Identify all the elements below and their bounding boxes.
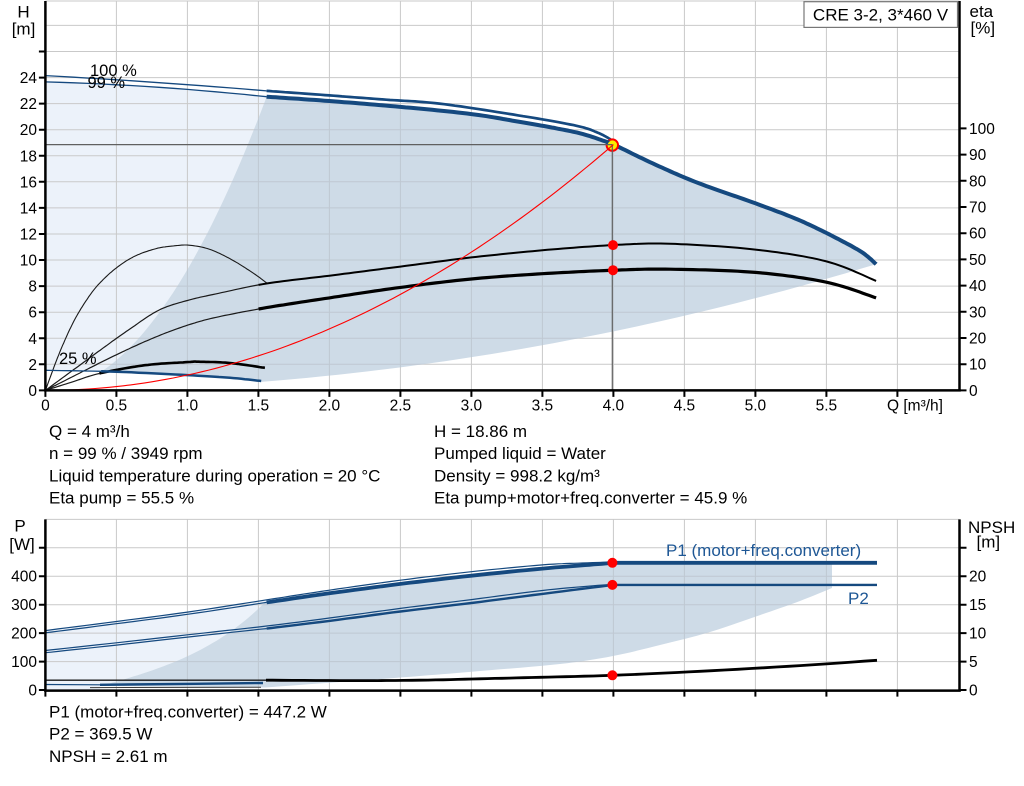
svg-text:[%]: [%] — [971, 19, 996, 38]
svg-text:Eta pump+motor+freq.converter: Eta pump+motor+freq.converter = 45.9 % — [434, 489, 747, 508]
svg-text:12: 12 — [20, 226, 37, 243]
svg-text:0: 0 — [969, 383, 978, 400]
svg-text:CRE 3-2, 3*460 V: CRE 3-2, 3*460 V — [813, 6, 949, 25]
svg-text:10: 10 — [20, 253, 38, 270]
svg-text:80: 80 — [969, 173, 987, 190]
svg-text:100 %: 100 % — [90, 62, 137, 80]
svg-text:3.5: 3.5 — [532, 398, 554, 415]
svg-text:0: 0 — [41, 398, 50, 415]
svg-text:Density = 998.2 kg/m³: Density = 998.2 kg/m³ — [434, 466, 600, 485]
svg-text:5.5: 5.5 — [816, 398, 838, 415]
svg-text:20: 20 — [969, 331, 987, 348]
svg-text:H: H — [17, 3, 29, 22]
svg-text:0.5: 0.5 — [106, 398, 128, 415]
svg-text:P2: P2 — [848, 589, 869, 608]
svg-text:10: 10 — [969, 357, 987, 374]
svg-text:5: 5 — [969, 654, 978, 671]
svg-text:90: 90 — [969, 147, 987, 164]
svg-text:P1 (motor+freq.converter) = 44: P1 (motor+freq.converter) = 447.2 W — [49, 703, 327, 722]
svg-text:200: 200 — [11, 626, 37, 643]
svg-text:NPSH: NPSH — [968, 518, 1015, 537]
svg-text:5.0: 5.0 — [745, 398, 767, 415]
svg-text:30: 30 — [969, 304, 987, 321]
svg-text:1.5: 1.5 — [248, 398, 270, 415]
svg-text:NPSH = 2.61 m: NPSH = 2.61 m — [49, 747, 168, 766]
svg-text:Pumped liquid = Water: Pumped liquid = Water — [434, 444, 606, 463]
svg-text:22: 22 — [20, 96, 37, 113]
svg-text:P1 (motor+freq.converter): P1 (motor+freq.converter) — [666, 541, 861, 560]
svg-text:H = 18.86 m: H = 18.86 m — [434, 422, 527, 441]
svg-text:70: 70 — [969, 200, 987, 217]
svg-text:0: 0 — [28, 383, 37, 400]
svg-text:P2 = 369.5 W: P2 = 369.5 W — [49, 725, 152, 744]
svg-text:18: 18 — [20, 148, 37, 165]
svg-text:25 %: 25 % — [59, 350, 97, 368]
svg-text:0: 0 — [969, 683, 978, 700]
svg-text:6: 6 — [28, 305, 37, 322]
svg-text:[m]: [m] — [977, 533, 1001, 552]
svg-text:15: 15 — [969, 597, 986, 614]
svg-text:4: 4 — [28, 331, 37, 348]
svg-text:P: P — [14, 517, 25, 536]
svg-text:2.0: 2.0 — [319, 398, 341, 415]
svg-text:60: 60 — [969, 226, 987, 243]
svg-text:300: 300 — [11, 597, 37, 614]
svg-text:99 %: 99 % — [88, 74, 126, 92]
svg-text:4.0: 4.0 — [603, 398, 625, 415]
svg-text:20: 20 — [969, 569, 987, 586]
svg-text:20: 20 — [20, 122, 38, 139]
svg-text:2.5: 2.5 — [390, 398, 412, 415]
svg-text:10: 10 — [969, 626, 987, 643]
svg-text:50: 50 — [969, 252, 987, 269]
svg-text:40: 40 — [969, 278, 987, 295]
svg-text:Q = 4 m³/h: Q = 4 m³/h — [49, 422, 130, 441]
svg-text:[m]: [m] — [12, 20, 36, 39]
svg-text:1.0: 1.0 — [177, 398, 199, 415]
svg-text:2: 2 — [28, 357, 37, 374]
svg-text:Liquid temperature during oper: Liquid temperature during operation = 20… — [49, 466, 380, 485]
svg-text:24: 24 — [20, 70, 38, 87]
svg-text:n = 99 % / 3949 rpm: n = 99 % / 3949 rpm — [49, 444, 203, 463]
svg-text:4.5: 4.5 — [674, 398, 696, 415]
svg-text:100: 100 — [969, 121, 995, 138]
svg-text:400: 400 — [11, 569, 37, 586]
svg-text:Eta pump = 55.5 %: Eta pump = 55.5 % — [49, 489, 194, 508]
svg-text:100: 100 — [11, 654, 37, 671]
svg-text:8: 8 — [28, 279, 37, 296]
svg-text:Q [m³/h]: Q [m³/h] — [887, 398, 943, 415]
svg-text:[W]: [W] — [9, 535, 35, 554]
svg-text:3.0: 3.0 — [461, 398, 483, 415]
svg-text:16: 16 — [20, 174, 37, 191]
svg-text:14: 14 — [20, 200, 38, 217]
svg-text:eta: eta — [970, 2, 994, 21]
svg-text:0: 0 — [28, 683, 37, 700]
